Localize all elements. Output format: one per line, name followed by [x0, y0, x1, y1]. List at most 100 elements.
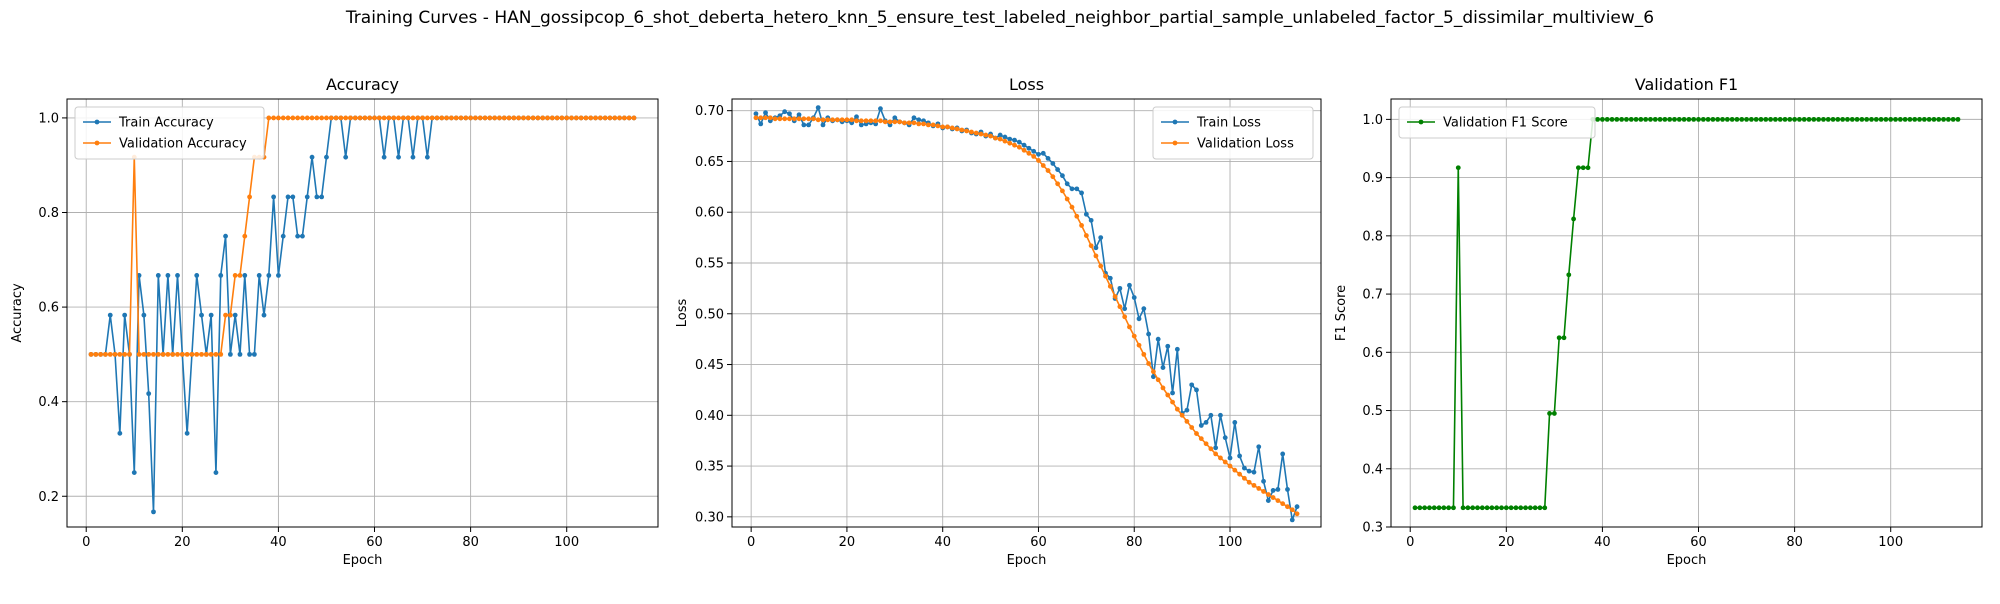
data-point	[396, 154, 401, 160]
data-point	[1083, 211, 1089, 217]
data-point	[1184, 407, 1190, 413]
data-point	[1643, 116, 1649, 122]
data-point	[767, 115, 773, 121]
data-point	[309, 154, 315, 160]
data-point	[1715, 116, 1721, 122]
data-point	[763, 110, 768, 116]
data-point	[868, 118, 874, 124]
data-point	[213, 351, 219, 357]
data-point	[1189, 382, 1195, 388]
data-point	[501, 115, 507, 121]
data-point	[1093, 253, 1099, 259]
data-point	[1417, 505, 1423, 511]
data-point	[165, 351, 171, 357]
data-point	[247, 351, 252, 357]
data-point	[1893, 116, 1898, 122]
data-point	[1069, 186, 1075, 192]
series-line	[91, 117, 634, 513]
x-tick-label: 60	[366, 535, 383, 550]
data-point	[1465, 505, 1471, 511]
legend-label: Validation F1 Score	[1443, 116, 1568, 131]
data-point	[386, 115, 392, 121]
y-tick-label: 0.9	[1362, 171, 1383, 186]
data-point	[1036, 158, 1041, 163]
y-tick-label: 0.4	[38, 395, 59, 410]
data-point	[1561, 335, 1567, 341]
data-point	[1744, 116, 1749, 122]
data-point	[448, 115, 454, 121]
data-point	[1801, 116, 1807, 122]
x-tick-label: 40	[270, 535, 287, 550]
x-tick-label: 100	[1218, 535, 1243, 550]
data-point	[925, 122, 931, 128]
data-point	[1489, 505, 1495, 511]
y-tick-label: 0.45	[695, 358, 724, 373]
data-point	[194, 351, 200, 357]
y-tick-label: 0.5	[1362, 404, 1383, 419]
legend-marker	[1418, 119, 1424, 125]
data-point	[1016, 144, 1022, 150]
data-point	[973, 130, 979, 136]
data-point	[983, 132, 989, 138]
data-point	[1849, 116, 1855, 122]
data-point	[300, 233, 305, 239]
legend-marker	[1172, 140, 1178, 146]
data-point	[1007, 140, 1013, 146]
data-point	[1729, 116, 1735, 122]
data-point	[1600, 116, 1605, 122]
data-point	[1079, 190, 1084, 196]
x-tick-label: 80	[1126, 535, 1143, 550]
data-point	[1117, 304, 1123, 310]
data-point	[1556, 335, 1562, 341]
data-point	[1246, 479, 1252, 485]
legend: Validation F1 Score	[1398, 106, 1596, 139]
data-point	[473, 115, 478, 121]
data-point	[511, 115, 517, 121]
data-point	[338, 115, 344, 121]
data-point	[1237, 471, 1242, 477]
data-point	[1146, 331, 1152, 337]
x-tick-label: 0	[747, 535, 755, 550]
data-point	[1595, 116, 1601, 122]
data-point	[1227, 463, 1233, 469]
data-point	[787, 116, 792, 122]
y-tick-label: 1.0	[38, 111, 59, 126]
data-point	[1691, 116, 1697, 122]
data-point	[434, 115, 440, 121]
data-point	[218, 351, 224, 357]
data-point	[1681, 116, 1687, 122]
data-point	[969, 129, 974, 135]
data-point	[1806, 116, 1812, 122]
axes-frame	[66, 98, 659, 528]
data-point	[333, 115, 339, 121]
data-point	[1662, 116, 1668, 122]
data-point	[1203, 441, 1209, 447]
data-point	[227, 312, 233, 318]
legend: Train Loss Validation Loss	[1152, 106, 1314, 160]
data-point	[141, 351, 147, 357]
chart-title: Loss	[1009, 75, 1044, 94]
data-point	[1222, 435, 1228, 441]
data-point	[906, 120, 912, 126]
data-point	[954, 126, 960, 132]
chart-panel-2: 0 20 40 60 80 100 0.3 0.4 0.5 0.6 0.7 0.8 0.9 1.0 Vali…	[1334, 75, 1983, 568]
data-point	[1566, 272, 1572, 278]
data-point	[1921, 116, 1927, 122]
data-point	[763, 115, 768, 121]
data-point	[1840, 116, 1846, 122]
series-train-accuracy	[88, 115, 637, 515]
data-point	[607, 115, 613, 121]
data-point	[1055, 181, 1061, 187]
data-point	[1194, 431, 1199, 436]
y-tick-label: 0.7	[1362, 288, 1383, 303]
data-point	[1720, 116, 1725, 122]
data-point	[1845, 116, 1850, 122]
data-point	[1705, 116, 1711, 122]
data-point	[477, 115, 483, 121]
data-point	[1633, 116, 1639, 122]
data-point	[1237, 453, 1242, 459]
data-point	[1246, 468, 1252, 474]
data-point	[777, 116, 783, 122]
legend-box	[74, 106, 265, 160]
